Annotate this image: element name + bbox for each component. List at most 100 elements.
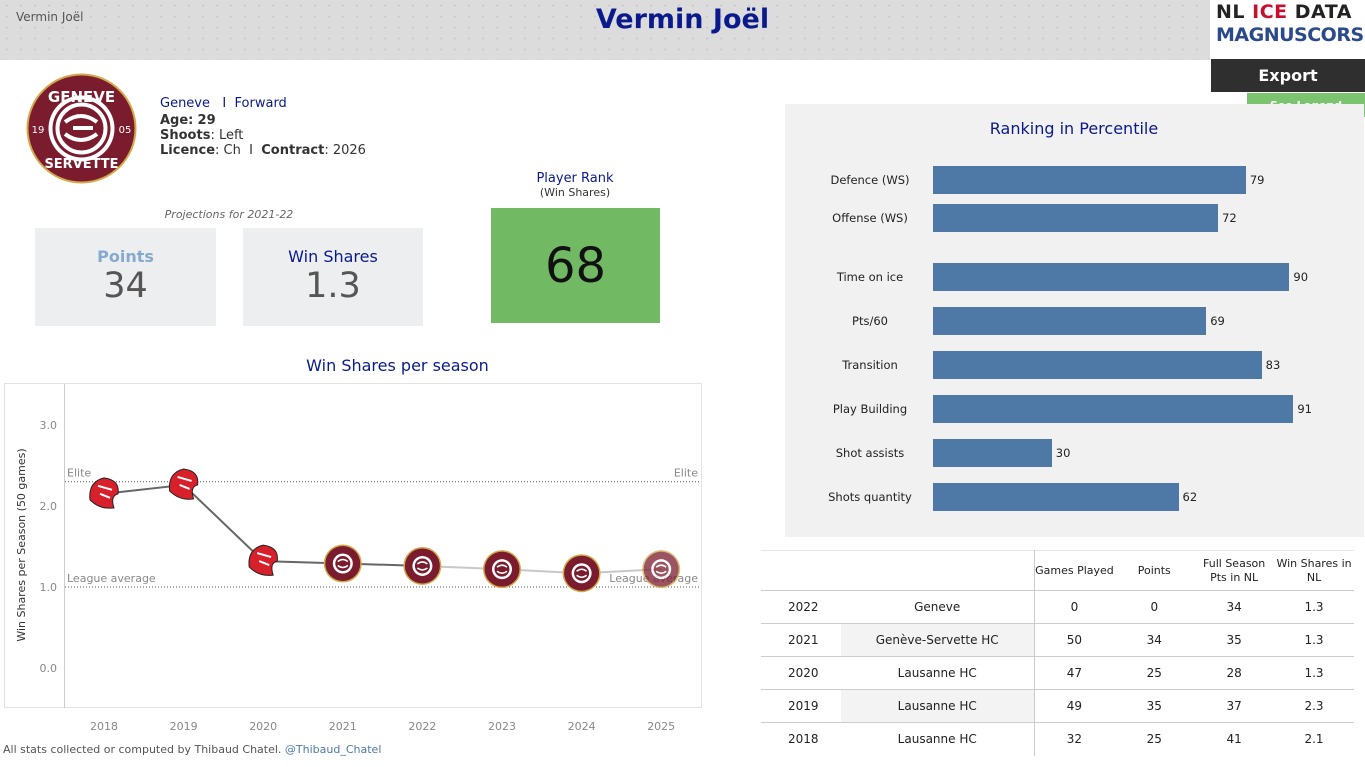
- table-row[interactable]: 2022 Geneve 0 0 34 1.3: [761, 590, 1354, 624]
- bar-label: Transition: [842, 358, 898, 372]
- games-cell: 47: [1034, 656, 1115, 690]
- y-axis-line: [64, 384, 65, 708]
- percentile-bar[interactable]: [933, 263, 1290, 291]
- x-tick-label: 2020: [249, 720, 277, 733]
- bar-value-label: 90: [1293, 270, 1309, 284]
- bar-label: Shots quantity: [828, 490, 912, 504]
- win-shares-cell: 1.3: [1274, 590, 1354, 624]
- points-cell: 34: [1114, 623, 1195, 657]
- points-label: Points: [97, 247, 154, 266]
- bar-label: Time on ice: [836, 270, 904, 284]
- win-shares-cell: 2.3: [1274, 689, 1354, 723]
- col-team-header: [840, 550, 1035, 591]
- team-cell: Lausanne HC: [840, 689, 1035, 723]
- points-card: Points 34: [35, 228, 216, 326]
- logo-subtitle: MAGNUSCORSI: [1216, 24, 1365, 46]
- twitter-link[interactable]: @Thibaud_Chatel: [284, 743, 382, 756]
- games-cell: 32: [1034, 722, 1115, 756]
- lausanne-lion-marker[interactable]: [89, 477, 119, 509]
- x-tick-label: 2019: [170, 720, 198, 733]
- table-row[interactable]: 2021 Genève-Servette HC 50 34 35 1.3: [761, 623, 1354, 657]
- bar-value-label: 30: [1055, 446, 1071, 460]
- reference-label: Elite: [674, 467, 698, 480]
- year-cell: 2022: [761, 590, 841, 624]
- reference-label: League average: [67, 572, 156, 585]
- x-tick-label: 2023: [488, 720, 516, 733]
- table-header-row: Games Played Points Full Season Pts in N…: [761, 550, 1354, 591]
- reference-label: Elite: [67, 467, 91, 480]
- player-rank-subtitle: (Win Shares): [539, 186, 611, 199]
- lausanne-lion-marker[interactable]: [248, 544, 278, 576]
- svg-text:19: 19: [32, 125, 45, 136]
- percentile-bar[interactable]: [933, 351, 1262, 379]
- logo-wordmark: NL ICE DATA: [1216, 1, 1352, 23]
- footer-credit: All stats collected or computed by Thiba…: [3, 743, 381, 756]
- games-cell: 49: [1034, 689, 1115, 723]
- full-season-cell: 35: [1194, 623, 1275, 657]
- win-shares-cell: 1.3: [1274, 656, 1354, 690]
- y-tick-label: 2.0: [40, 500, 58, 513]
- year-cell: 2018: [761, 722, 841, 756]
- percentile-bar[interactable]: [933, 483, 1179, 511]
- bar-value-label: 83: [1265, 358, 1281, 372]
- win-shares-cell: 1.3: [1274, 623, 1354, 657]
- table-row[interactable]: 2019 Lausanne HC 49 35 37 2.3: [761, 689, 1354, 723]
- percentile-bar[interactable]: [933, 204, 1219, 232]
- table-row[interactable]: 2018 Lausanne HC 32 25 41 2.1: [761, 722, 1354, 756]
- win-shares-chart-frame: [4, 383, 702, 708]
- team-cell: Lausanne HC: [840, 722, 1035, 756]
- export-button[interactable]: Export: [1211, 59, 1365, 92]
- position: Forward: [234, 96, 287, 111]
- geneve-servette-marker[interactable]: [323, 544, 362, 583]
- shoots-line: Shoots: Left: [160, 128, 244, 143]
- bar-value-label: 79: [1249, 173, 1265, 187]
- full-season-cell: 41: [1194, 722, 1275, 756]
- percentile-bar[interactable]: [933, 307, 1207, 335]
- x-tick-label: 2021: [329, 720, 357, 733]
- bar-value-label: 72: [1222, 211, 1237, 225]
- geneve-servette-marker[interactable]: [642, 550, 681, 589]
- bar-label: Offense (WS): [832, 211, 908, 225]
- points-cell: 25: [1114, 722, 1195, 756]
- y-tick-label: 0.0: [40, 662, 58, 675]
- x-tick-label: 2025: [647, 720, 675, 733]
- percentile-bar[interactable]: [933, 395, 1294, 423]
- header-player-name-small: Vermin Joël: [16, 10, 84, 24]
- y-tick-label: 1.0: [40, 581, 58, 594]
- points-cell: 35: [1114, 689, 1195, 723]
- y-axis-label: Win Shares per Season (50 games): [15, 448, 28, 641]
- points-cell: 25: [1114, 656, 1195, 690]
- age-line: Age: 29: [160, 113, 216, 128]
- geneve-servette-marker[interactable]: [403, 546, 442, 585]
- percentile-bar[interactable]: [933, 439, 1052, 467]
- geneve-servette-marker[interactable]: [483, 550, 521, 589]
- svg-text:SERVETTE: SERVETTE: [44, 157, 118, 172]
- bar-label: Defence (WS): [830, 173, 910, 187]
- geneve-servette-marker[interactable]: [562, 554, 601, 593]
- win-shares-cell: 2.1: [1274, 722, 1354, 756]
- licence-line: Licence: Ch I Contract: 2026: [160, 143, 366, 158]
- footer-text: All stats collected or computed by Thiba…: [3, 743, 282, 756]
- info-separator: I: [222, 96, 227, 111]
- bar-value-label: 62: [1182, 490, 1198, 504]
- percentile-bar[interactable]: [933, 166, 1246, 194]
- svg-text:GENEVE: GENEVE: [48, 88, 115, 106]
- table-row[interactable]: 2020 Lausanne HC 47 25 28 1.3: [761, 656, 1354, 690]
- lausanne-lion-marker[interactable]: [168, 468, 199, 500]
- bar-value-label: 91: [1297, 402, 1312, 416]
- full-season-cell: 34: [1194, 590, 1275, 624]
- team-cell: Geneve: [840, 590, 1035, 624]
- win-shares-card: Win Shares 1.3: [243, 228, 423, 326]
- player-rank-title: Player Rank: [536, 171, 614, 186]
- season-stats-table: Games Played Points Full Season Pts in N…: [761, 550, 1354, 756]
- year-cell: 2020: [761, 656, 841, 690]
- player-rank-value: 68: [491, 208, 660, 323]
- x-tick-label: 2018: [90, 720, 118, 733]
- projections-label: Projections for 2021-22: [164, 208, 294, 221]
- games-cell: 50: [1034, 623, 1115, 657]
- games-cell: 0: [1034, 590, 1115, 624]
- ranking-chart-title: Ranking in Percentile: [989, 119, 1159, 138]
- year-cell: 2021: [761, 623, 841, 657]
- points-value: 34: [103, 266, 148, 306]
- full-season-cell: 37: [1194, 689, 1275, 723]
